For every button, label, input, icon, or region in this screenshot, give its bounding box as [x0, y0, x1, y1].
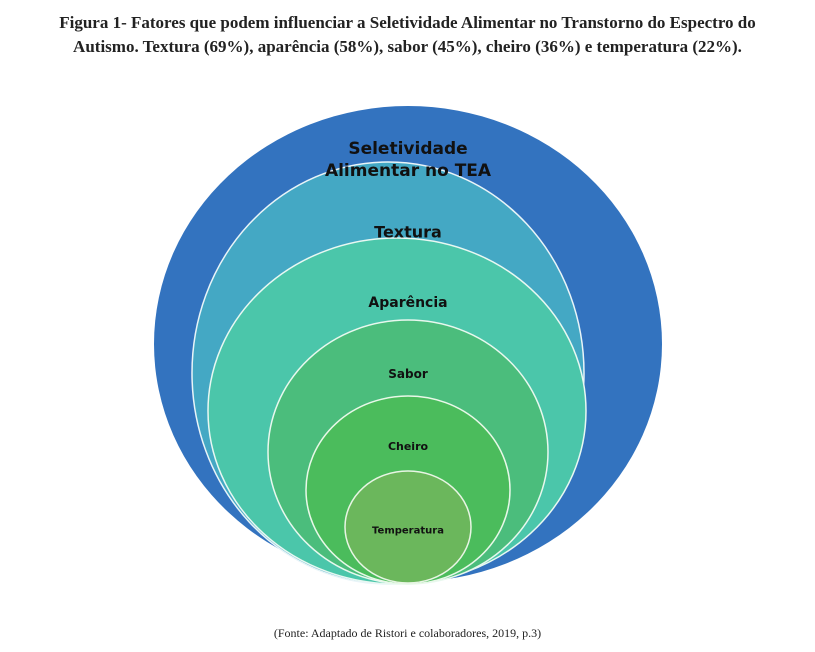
caption-line-2: Autismo. Textura (69%), aparência (58%),…	[73, 37, 742, 56]
label-outer-line-2: Alimentar no TEA	[325, 161, 492, 181]
figure-caption: Figura 1- Fatores que podem influenciar …	[0, 11, 815, 59]
label-textura: Textura	[374, 223, 442, 242]
label-aparencia: Aparência	[368, 295, 447, 311]
label-sabor: Sabor	[388, 367, 428, 381]
label-temperatura: Temperatura	[372, 526, 444, 537]
circle-temperatura	[344, 470, 472, 584]
label-cheiro: Cheiro	[388, 440, 429, 453]
figure-source: (Fonte: Adaptado de Ristori e colaborado…	[273, 626, 542, 640]
label-outer-line-1: Seletividade	[348, 139, 467, 159]
caption-line-1: Figura 1- Fatores que podem influenciar …	[59, 13, 756, 32]
